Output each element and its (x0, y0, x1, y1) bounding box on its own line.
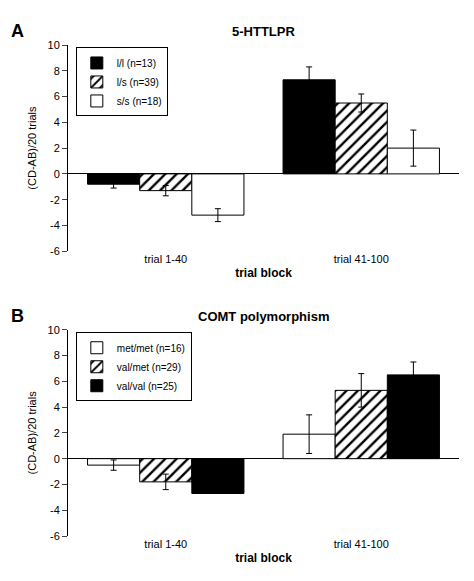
svg-text:6: 6 (54, 375, 60, 387)
svg-text:l/l (n=13): l/l (n=13) (117, 58, 156, 69)
svg-text:-4: -4 (50, 504, 60, 516)
svg-text:-6: -6 (50, 245, 60, 257)
svg-text:10: 10 (48, 39, 60, 51)
svg-text:trial 41-100: trial 41-100 (334, 253, 389, 265)
svg-text:trial 41-100: trial 41-100 (334, 538, 389, 550)
svg-text:s/s (n=18): s/s (n=18) (117, 96, 162, 107)
svg-text:val/val (n=25): val/val (n=25) (117, 381, 177, 392)
svg-text:2: 2 (54, 427, 60, 439)
svg-text:B: B (11, 306, 24, 326)
svg-text:4: 4 (54, 401, 60, 413)
svg-text:(CD-AB)/20 trials: (CD-AB)/20 trials (26, 391, 38, 475)
svg-text:-6: -6 (50, 530, 60, 542)
svg-text:0: 0 (54, 168, 60, 180)
svg-text:trial block: trial block (235, 551, 292, 565)
svg-text:(CD-AB)/20 trials: (CD-AB)/20 trials (26, 106, 38, 190)
svg-text:trial block: trial block (235, 266, 292, 280)
svg-text:-4: -4 (50, 219, 60, 231)
svg-text:8: 8 (54, 65, 60, 77)
svg-text:trial 1-40: trial 1-40 (144, 253, 187, 265)
svg-text:trial 1-40: trial 1-40 (144, 538, 187, 550)
svg-text:2: 2 (54, 142, 60, 154)
svg-text:8: 8 (54, 349, 60, 361)
svg-text:-2: -2 (50, 194, 60, 206)
svg-text:l/s (n=39): l/s (n=39) (117, 77, 159, 88)
svg-text:A: A (11, 21, 24, 41)
svg-text:val/met (n=29): val/met (n=29) (117, 362, 181, 373)
svg-text:-2: -2 (50, 478, 60, 490)
svg-text:met/met (n=16): met/met (n=16) (117, 343, 185, 354)
svg-text:COMT polymorphism: COMT polymorphism (198, 309, 329, 324)
svg-text:4: 4 (54, 116, 60, 128)
svg-text:5-HTTLPR: 5-HTTLPR (232, 24, 295, 39)
svg-text:10: 10 (48, 324, 60, 336)
svg-text:0: 0 (54, 453, 60, 465)
svg-text:6: 6 (54, 90, 60, 102)
